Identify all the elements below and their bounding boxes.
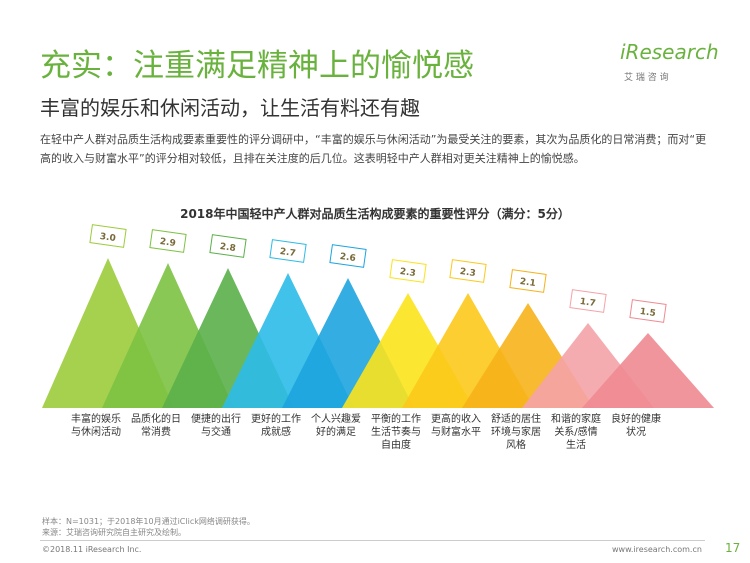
value-label: 2.8 bbox=[219, 242, 236, 254]
flag bbox=[209, 234, 247, 258]
value-label: 1.5 bbox=[639, 307, 656, 319]
category-label: 和谐的家庭 关系/感情 生活 bbox=[551, 414, 601, 451]
value-flag: 3.0 bbox=[89, 224, 127, 248]
flag bbox=[629, 299, 667, 323]
flag bbox=[329, 244, 367, 268]
value-label: 2.3 bbox=[399, 267, 416, 279]
flag bbox=[269, 239, 307, 263]
flag bbox=[569, 289, 607, 313]
flag bbox=[149, 229, 187, 253]
subtitle: 丰富的娱乐和休闲活动，让生活有料还有趣 bbox=[40, 96, 420, 120]
flag bbox=[449, 259, 487, 283]
page-number: 17 bbox=[725, 541, 741, 555]
category-label: 个人兴趣爱 好的满足 bbox=[311, 414, 361, 438]
value-label: 2.9 bbox=[159, 237, 176, 249]
description: 在轻中产人群对品质生活构成要素重要性的评分调研中，“丰富的娱乐与休闲活动”为最受… bbox=[40, 133, 707, 165]
value-label: 2.1 bbox=[519, 277, 536, 289]
value-label: 2.3 bbox=[459, 267, 476, 279]
value-label: 3.0 bbox=[99, 232, 116, 244]
value-label: 2.6 bbox=[339, 252, 356, 264]
flag bbox=[389, 259, 427, 283]
category-label: 良好的健康 状况 bbox=[611, 414, 661, 438]
value-flag: 2.8 bbox=[209, 234, 247, 258]
category-label: 更好的工作 成就感 bbox=[251, 414, 301, 438]
value-flag: 1.7 bbox=[569, 289, 607, 313]
value-flag: 2.1 bbox=[509, 269, 547, 293]
category-label: 平衡的工作 生活节奏与 自由度 bbox=[371, 414, 421, 451]
peak bbox=[582, 333, 714, 408]
value-flag: 2.9 bbox=[149, 229, 187, 253]
value-flag: 2.6 bbox=[329, 244, 367, 268]
value-flag: 2.3 bbox=[389, 259, 427, 283]
title: 充实：注重满足精神上的愉悦感 bbox=[40, 48, 474, 84]
footer-rule bbox=[40, 540, 705, 541]
chart-title: 2018年中国轻中产人群对品质生活构成要素的重要性评分（满分：5分） bbox=[180, 207, 570, 221]
logo-tagline: 艾 瑞 咨 询 bbox=[624, 73, 669, 83]
category-label: 便捷的出行 与交通 bbox=[191, 414, 241, 438]
value-flag: 2.3 bbox=[449, 259, 487, 283]
flag bbox=[89, 224, 127, 248]
logo: iResearch bbox=[620, 40, 719, 64]
category-label: 舒适的居住 环境与家居 风格 bbox=[491, 414, 541, 451]
value-label: 2.7 bbox=[279, 247, 296, 259]
value-flag: 1.5 bbox=[629, 299, 667, 323]
value-label: 1.7 bbox=[579, 297, 596, 309]
category-label: 更高的收入 与财富水平 bbox=[431, 414, 481, 438]
note: 来源：艾瑞咨询研究院自主研究及绘制。 bbox=[42, 528, 186, 537]
category-label: 品质化的日 常消费 bbox=[131, 414, 181, 438]
flag bbox=[509, 269, 547, 293]
copyright: ©2018.11 iResearch Inc. bbox=[42, 545, 142, 554]
website: www.iresearch.com.cn bbox=[612, 545, 702, 554]
note: 样本：N=1031；于2018年10月通过iClick网络调研获得。 bbox=[42, 517, 255, 526]
category-label: 丰富的娱乐 与休闲活动 bbox=[71, 414, 121, 438]
value-flag: 2.7 bbox=[269, 239, 307, 263]
